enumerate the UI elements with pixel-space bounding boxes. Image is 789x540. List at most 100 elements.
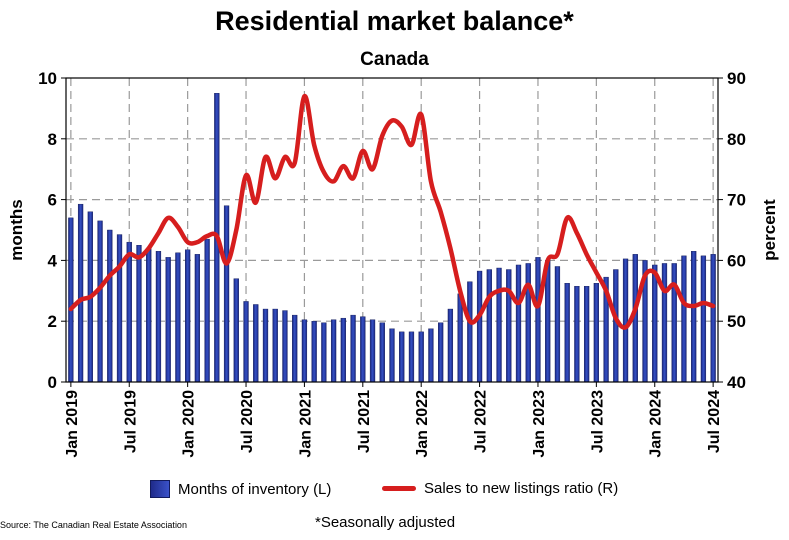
bar	[506, 269, 512, 383]
bar	[554, 266, 561, 383]
chart-subtitle: Canada	[360, 49, 429, 70]
right-tick-label: 70	[727, 191, 746, 210]
bar	[447, 308, 454, 383]
plot-border	[65, 77, 719, 383]
bar	[622, 258, 629, 383]
x-tick-label: Jul 2023	[589, 390, 606, 453]
bar	[146, 248, 152, 383]
bar	[399, 331, 405, 383]
right-axis-title: percent	[760, 199, 779, 261]
bar	[476, 270, 483, 383]
bar	[311, 321, 317, 383]
right-tick-label: 60	[727, 251, 746, 270]
bar	[574, 286, 580, 383]
bar	[77, 203, 84, 383]
bar	[438, 322, 444, 383]
left-tick-label: 2	[48, 312, 57, 331]
x-tick-label: Jan 2019	[64, 390, 81, 458]
bar	[700, 255, 707, 383]
left-tick-label: 0	[48, 373, 57, 392]
legend-line-swatch	[382, 486, 416, 491]
bar-layer	[68, 92, 716, 383]
legend-bar-swatch	[150, 480, 170, 498]
bar	[408, 331, 415, 383]
left-tick-label: 6	[48, 191, 57, 210]
bar	[194, 254, 201, 383]
bar	[292, 314, 298, 383]
bar	[652, 264, 658, 383]
bar	[126, 241, 132, 383]
bar	[467, 281, 473, 383]
bar	[710, 254, 716, 383]
right-tick-label: 50	[727, 312, 746, 331]
bar	[233, 278, 239, 383]
x-tick-label: Jan 2023	[531, 390, 548, 458]
bar	[185, 249, 191, 383]
bar	[204, 238, 210, 383]
left-axis-title: months	[7, 199, 26, 260]
x-tick-label: Jan 2024	[648, 390, 665, 458]
bar	[671, 263, 677, 383]
bar	[97, 220, 103, 383]
source-note: Source: The Canadian Real Estate Associa…	[0, 520, 187, 530]
bar	[564, 283, 570, 383]
legend-item-inventory: Months of inventory (L)	[150, 480, 331, 498]
bar	[593, 283, 599, 383]
bar	[136, 244, 142, 383]
bar	[253, 304, 259, 383]
left-tick-label: 8	[48, 130, 57, 149]
bar	[661, 263, 668, 383]
bar	[68, 217, 74, 383]
bar	[428, 328, 434, 383]
axis-labels: 0 2 4 6 8 10 40 50 60 70 80 90 Jan 2019 Jul 2019 Jan 2…	[7, 69, 779, 458]
bar	[116, 234, 123, 383]
bar	[223, 205, 230, 383]
bar	[360, 316, 366, 383]
legend-label-inventory: Months of inventory (L)	[178, 480, 332, 498]
bar	[330, 319, 337, 383]
bar	[175, 252, 181, 383]
x-tick-label: Jul 2019	[122, 390, 139, 453]
bar	[369, 319, 376, 383]
bar	[496, 267, 502, 383]
x-tick-label: Jul 2021	[356, 390, 373, 453]
x-tick-label: Jan 2020	[181, 390, 198, 458]
bar	[681, 255, 687, 383]
x-tick-label: Jan 2021	[297, 390, 314, 458]
x-tick-label: Jul 2022	[473, 390, 490, 453]
bar	[340, 317, 346, 383]
bar	[321, 322, 327, 383]
bar	[389, 328, 395, 383]
bar	[457, 293, 463, 383]
chart-canvas: 0 2 4 6 8 10 40 50 60 70 80 90 Jan 2019 Jul 2019 Jan 2…	[7, 69, 779, 458]
line-layer	[68, 93, 716, 330]
left-tick-label: 4	[48, 251, 58, 270]
bar	[301, 319, 308, 383]
right-tick-label: 80	[727, 130, 746, 149]
bar	[486, 269, 492, 383]
legend: Months of inventory (L) Sales to new lis…	[0, 480, 789, 510]
x-tick-label: Jul 2024	[706, 390, 723, 453]
x-tick-label: Jul 2020	[239, 390, 256, 453]
x-tick-label: Jan 2022	[414, 390, 431, 458]
ratio-line	[68, 93, 716, 330]
left-tick-label: 10	[38, 69, 57, 88]
right-tick-label: 90	[727, 69, 746, 88]
bar	[525, 263, 531, 383]
bar	[613, 269, 619, 383]
bar	[262, 308, 269, 383]
right-tick-label: 40	[727, 373, 746, 392]
legend-item-ratio: Sales to new listings ratio (R)	[382, 480, 618, 497]
bar	[515, 264, 522, 383]
bar	[243, 301, 249, 383]
bar	[272, 308, 278, 383]
footnote: *Seasonally adjusted	[315, 514, 456, 531]
legend-label-ratio: Sales to new listings ratio (R)	[424, 480, 619, 497]
bar	[282, 310, 288, 383]
bar	[418, 331, 424, 383]
bar	[535, 257, 541, 383]
bar	[350, 314, 356, 383]
bar	[107, 229, 113, 383]
plot-frame	[61, 77, 723, 387]
bar	[155, 251, 162, 383]
